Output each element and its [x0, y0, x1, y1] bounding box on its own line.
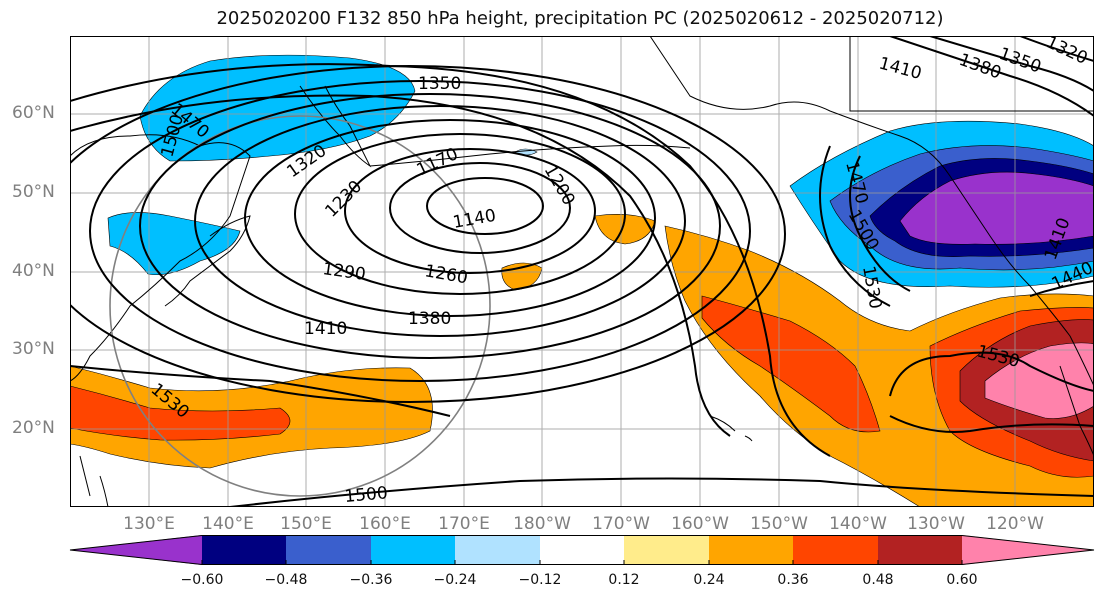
lat-label-40n: 40°N — [12, 261, 55, 281]
precip-blue-okhotsk — [139, 54, 416, 162]
precip-orange-central — [594, 214, 656, 245]
colorbar-swatch-6 — [624, 535, 709, 565]
lat-label-30n: 30°N — [12, 339, 55, 359]
map-frame — [70, 36, 1094, 507]
colorbar-swatch-10 — [962, 535, 1094, 565]
colorbar-tick: −0.48 — [264, 572, 308, 588]
colorbar-swatch-3 — [371, 535, 455, 565]
lon-label-150w: 150°W — [750, 514, 808, 534]
lon-label-150e: 150°E — [280, 514, 332, 534]
coast-japan — [164, 215, 251, 307]
coast-hawaii — [709, 415, 753, 442]
lat-label-20n: 20°N — [12, 418, 55, 438]
colorbar-tick: 0.36 — [777, 572, 809, 588]
coast-bc-border — [849, 36, 1094, 112]
contour-label: 1380 — [408, 309, 451, 329]
precip-red-west — [70, 385, 291, 441]
lat-label-50n: 50°N — [12, 182, 55, 202]
colorbar-swatch-9 — [878, 535, 962, 565]
colorbar-tickmarks — [201, 560, 963, 565]
precip-red-east — [701, 295, 881, 433]
contour-label: 1500 — [344, 483, 389, 507]
lon-label-140e: 140°E — [202, 514, 254, 534]
lon-label-160e: 160°E — [359, 514, 411, 534]
lon-label-130e: 130°E — [123, 514, 175, 534]
colorbar-tick: 0.60 — [946, 572, 978, 588]
colorbar-swatch-1 — [202, 535, 286, 565]
colorbar-swatch-7 — [709, 535, 793, 565]
lon-label-140w: 140°W — [829, 514, 887, 534]
colorbar-tick: 0.48 — [862, 572, 894, 588]
graticule — [70, 36, 1094, 507]
lon-label-130w: 130°W — [907, 514, 965, 534]
colorbar-tick: −0.24 — [433, 572, 477, 588]
chart-title: 2025020200 F132 850 hPa height, precipit… — [216, 8, 944, 29]
precip-shading — [70, 54, 1094, 507]
lon-label-120w: 120°W — [986, 514, 1044, 534]
colorbar-swatch-5 — [540, 535, 624, 565]
contour-label: 1350 — [418, 74, 461, 94]
colorbar-tick: −0.60 — [180, 572, 224, 588]
colorbar-tick: 0.12 — [608, 572, 640, 588]
coast-philippines — [79, 455, 109, 507]
colorbar-swatch-0 — [70, 535, 202, 565]
lon-label-180w: 180°W — [513, 514, 571, 534]
colorbar — [69, 535, 1095, 565]
map-panel: 1470 1500 1350 1320 1230 1170 1200 1140 … — [70, 36, 1094, 507]
lat-label-60n: 60°N — [12, 103, 55, 123]
coast-asia — [70, 134, 251, 382]
lon-label-170w: 170°W — [592, 514, 650, 534]
colorbar-swatch-4 — [455, 535, 540, 565]
coast-alaska — [649, 36, 1094, 387]
height-contours — [70, 36, 1094, 507]
precip-purple-bc — [899, 171, 1094, 245]
colorbar-tick: 0.24 — [693, 572, 725, 588]
colorbar-tick: −0.12 — [518, 572, 562, 588]
reference-circle — [109, 115, 491, 497]
colorbar-tick: −0.36 — [349, 572, 393, 588]
precip-pink-se — [984, 342, 1094, 419]
colorbar-swatch-8 — [793, 535, 878, 565]
lon-label-160w: 160°W — [671, 514, 729, 534]
colorbar-swatch-2 — [286, 535, 371, 565]
coast-aleutians — [369, 144, 691, 167]
contour-label: 1410 — [304, 319, 347, 339]
lon-label-170e: 170°E — [438, 514, 490, 534]
